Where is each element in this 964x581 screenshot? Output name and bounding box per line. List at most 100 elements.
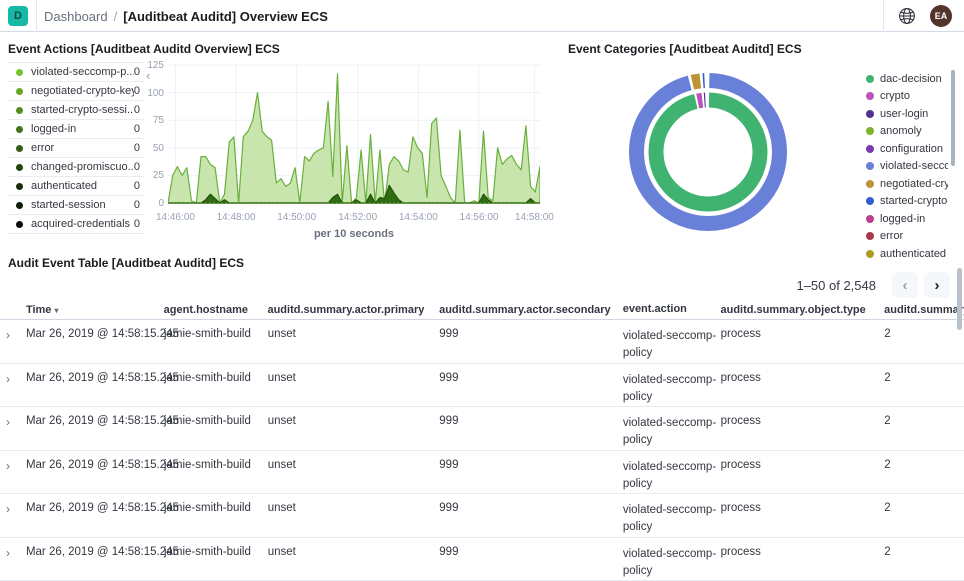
cell-time: Mar 26, 2019 @ 14:58:15.245 <box>26 328 164 340</box>
column-header-auditd-summary-actor-secondary[interactable]: auditd.summary.actor.secondary <box>439 304 623 316</box>
cell-object-type: process <box>721 546 885 558</box>
breadcrumb-dashboard-link[interactable]: Dashboard <box>44 9 108 24</box>
y-axis-tick-label: 75 <box>153 115 164 126</box>
event-categories-donut-chart[interactable] <box>622 66 794 238</box>
legend-item-authenticated[interactable]: authenticated <box>866 245 948 263</box>
legend-item-label: authenticated <box>31 180 134 192</box>
legend-item-dac-decision[interactable]: dac-decision <box>866 70 948 88</box>
legend-item-label: negotiated-crypto... <box>880 178 948 190</box>
column-header-auditd-summary-actor-primary[interactable]: auditd.summary.actor.primary <box>267 304 439 316</box>
legend-item-user-login[interactable]: user-login <box>866 105 948 123</box>
area-chart-plot[interactable] <box>168 60 540 210</box>
expand-row-icon[interactable]: › <box>6 329 26 341</box>
y-axis-tick-label: 125 <box>147 60 164 71</box>
cell-time: Mar 26, 2019 @ 14:58:15.245 <box>26 502 164 514</box>
legend-color-dot <box>16 126 23 133</box>
legend-item-label: user-login <box>880 108 928 120</box>
user-avatar[interactable]: EA <box>930 5 952 27</box>
legend-color-dot <box>866 110 874 118</box>
legend-item-violated-seccomp-p[interactable]: violated-seccomp-p... 0 <box>8 63 144 82</box>
cell-summary: 2 <box>884 459 964 471</box>
legend-color-dot <box>866 215 874 223</box>
table-row: › Mar 26, 2019 @ 14:58:15.245 jamie-smit… <box>0 320 964 364</box>
cell-hostname: jamie-smith-build <box>164 372 268 384</box>
legend-item-error[interactable]: error <box>866 228 948 246</box>
column-header-agent-hostname[interactable]: agent.hostname <box>164 304 268 316</box>
column-header-auditd-summary-object-type[interactable]: auditd.summary.object.type <box>721 304 885 316</box>
cell-summary: 2 <box>884 328 964 340</box>
expand-row-icon[interactable]: › <box>6 416 26 428</box>
legend-color-dot <box>866 75 874 83</box>
cell-object-type: process <box>721 372 885 384</box>
legend-color-dot <box>866 92 874 100</box>
column-header-Time[interactable]: Time▾ <box>26 304 164 316</box>
audit-table-panel-title: Audit Event Table [Auditbeat Auditd] ECS <box>8 256 244 270</box>
globe-icon[interactable] <box>898 7 916 25</box>
cell-time: Mar 26, 2019 @ 14:58:15.245 <box>26 459 164 471</box>
legend-item-label: violated-seccomp-p... <box>31 66 134 78</box>
legend-scrollbar[interactable] <box>951 70 955 166</box>
expand-row-icon[interactable]: › <box>6 460 26 472</box>
table-scrollbar[interactable] <box>957 268 962 330</box>
y-axis-tick-label: 25 <box>153 170 164 181</box>
column-header-event-action[interactable]: event.action <box>623 301 721 318</box>
legend-item-anomoly[interactable]: anomoly <box>866 123 948 141</box>
legend-item-logged-in[interactable]: logged-in 0 <box>8 120 144 139</box>
x-axis-tick-label: 14:56:00 <box>460 212 499 223</box>
cell-event-action: violated-seccomp-policy <box>623 372 721 407</box>
table-row: › Mar 26, 2019 @ 14:58:15.245 jamie-smit… <box>0 364 964 408</box>
cell-time: Mar 26, 2019 @ 14:58:15.245 <box>26 546 164 558</box>
legend-item-label: started-crypto-sessi... <box>31 104 134 116</box>
cell-event-action: violated-seccomp-policy <box>623 328 721 363</box>
legend-item-started-crypto-se[interactable]: started-crypto-se... <box>866 193 948 211</box>
legend-item-label: dac-decision <box>880 73 942 85</box>
donut-slice-dac-decision[interactable] <box>656 100 760 204</box>
legend-item-crypto[interactable]: crypto <box>866 88 948 106</box>
legend-item-label: authenticated <box>880 248 946 260</box>
legend-item-violated-seccomp[interactable]: violated-seccomp... <box>866 158 948 176</box>
legend-item-acquired-credentials[interactable]: acquired-credentials 0 <box>8 215 144 234</box>
pagination-range-label: 1–50 of 2,548 <box>796 278 876 293</box>
cell-event-action: violated-seccomp-policy <box>623 502 721 537</box>
legend-item-logged-in[interactable]: logged-in <box>866 210 948 228</box>
legend-item-negotiated-crypto[interactable]: negotiated-crypto... <box>866 175 948 193</box>
previous-page-button[interactable]: ‹ <box>892 272 918 298</box>
cell-actor-secondary: 999 <box>439 546 623 558</box>
legend-color-dot <box>866 180 874 188</box>
legend-item-error[interactable]: error 0 <box>8 139 144 158</box>
table-row: › Mar 26, 2019 @ 14:58:15.245 jamie-smit… <box>0 451 964 495</box>
legend-item-negotiated-crypto-key[interactable]: negotiated-crypto-key 0 <box>8 82 144 101</box>
cell-hostname: jamie-smith-build <box>164 459 268 471</box>
expand-row-icon[interactable]: › <box>6 547 26 559</box>
x-axis-tick-label: 14:54:00 <box>399 212 438 223</box>
expand-row-icon[interactable]: › <box>6 373 26 385</box>
next-page-button[interactable]: › <box>924 272 950 298</box>
breadcrumb: Dashboard/[Auditbeat Auditd] Overview EC… <box>44 9 328 24</box>
x-axis-title: per 10 seconds <box>168 228 540 240</box>
legend-item-authenticated[interactable]: authenticated 0 <box>8 177 144 196</box>
legend-item-label: started-crypto-se... <box>880 195 948 207</box>
legend-item-label: anomoly <box>880 125 922 137</box>
legend-item-label: configuration <box>880 143 943 155</box>
cell-time: Mar 26, 2019 @ 14:58:15.245 <box>26 415 164 427</box>
legend-item-configuration[interactable]: configuration <box>866 140 948 158</box>
legend-item-label: logged-in <box>31 123 134 135</box>
legend-item-started-session[interactable]: started-session 0 <box>8 196 144 215</box>
expand-row-icon[interactable]: › <box>6 503 26 515</box>
cell-object-type: process <box>721 502 885 514</box>
column-header-auditd-summary[interactable]: auditd.summary <box>884 304 964 316</box>
legend-item-changed-promiscuo[interactable]: changed-promiscuo... 0 <box>8 158 144 177</box>
event-categories-legend: dac-decision crypto user-login anomoly c… <box>866 70 948 263</box>
dashboard-app-icon[interactable]: D <box>8 6 28 26</box>
cell-actor-secondary: 999 <box>439 372 623 384</box>
page-title: [Auditbeat Auditd] Overview ECS <box>123 9 328 24</box>
x-axis-tick-label: 14:52:00 <box>338 212 377 223</box>
table-row: › Mar 26, 2019 @ 14:58:15.245 jamie-smit… <box>0 494 964 538</box>
cell-actor-secondary: 999 <box>439 459 623 471</box>
cell-hostname: jamie-smith-build <box>164 328 268 340</box>
x-axis-tick-label: 14:58:00 <box>515 212 554 223</box>
legend-item-started-crypto-sessi[interactable]: started-crypto-sessi... 0 <box>8 101 144 120</box>
